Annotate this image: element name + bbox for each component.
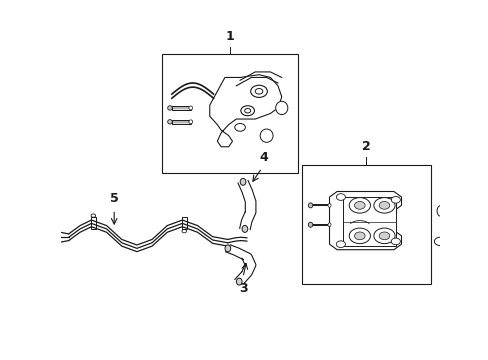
Circle shape: [234, 123, 245, 131]
Bar: [161, 54, 297, 174]
Circle shape: [390, 197, 400, 203]
Ellipse shape: [307, 222, 312, 227]
Circle shape: [378, 232, 389, 240]
Ellipse shape: [436, 205, 445, 216]
Circle shape: [336, 194, 345, 201]
Bar: [171, 120, 190, 124]
Ellipse shape: [327, 203, 330, 207]
Circle shape: [378, 202, 389, 209]
Circle shape: [354, 202, 365, 209]
Bar: [342, 197, 395, 246]
Ellipse shape: [240, 178, 245, 185]
Ellipse shape: [275, 101, 287, 114]
Text: 5: 5: [110, 192, 118, 205]
Circle shape: [250, 85, 267, 98]
Polygon shape: [209, 75, 281, 147]
Polygon shape: [329, 192, 401, 250]
Polygon shape: [238, 181, 255, 230]
Circle shape: [348, 228, 370, 244]
Circle shape: [354, 232, 365, 240]
Text: 4: 4: [259, 151, 267, 164]
Bar: [171, 106, 190, 110]
Circle shape: [336, 241, 345, 247]
Circle shape: [373, 228, 394, 244]
Ellipse shape: [242, 225, 247, 233]
Text: 3: 3: [238, 282, 247, 294]
Text: 1: 1: [225, 30, 234, 43]
Ellipse shape: [327, 223, 330, 227]
Bar: [91, 217, 96, 229]
Ellipse shape: [307, 203, 312, 208]
Ellipse shape: [260, 129, 272, 142]
Text: 2: 2: [361, 140, 370, 153]
Bar: [182, 217, 186, 229]
Ellipse shape: [224, 245, 230, 252]
Ellipse shape: [167, 120, 172, 124]
Polygon shape: [225, 245, 255, 284]
Ellipse shape: [188, 120, 192, 124]
Bar: [301, 165, 430, 284]
Circle shape: [348, 198, 370, 213]
Circle shape: [241, 106, 254, 116]
Ellipse shape: [188, 106, 192, 110]
Ellipse shape: [433, 237, 445, 246]
Circle shape: [373, 198, 394, 213]
Ellipse shape: [167, 106, 172, 110]
Ellipse shape: [236, 278, 242, 285]
Circle shape: [390, 238, 400, 245]
